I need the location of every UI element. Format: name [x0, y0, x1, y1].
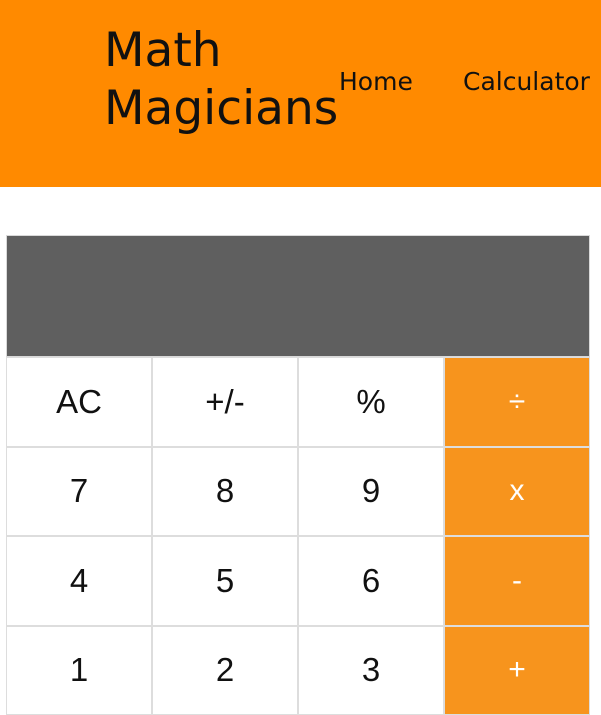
key-add[interactable]: +: [444, 625, 590, 715]
key-8[interactable]: 8: [152, 446, 298, 536]
key-9[interactable]: 9: [298, 446, 444, 536]
nav-link-home[interactable]: Home: [339, 67, 413, 96]
key-1[interactable]: 1: [6, 625, 152, 715]
key-percent[interactable]: %: [298, 357, 444, 447]
site-header: Math Magicians Home Calculator: [0, 0, 601, 187]
key-3[interactable]: 3: [298, 625, 444, 715]
site-title: Math Magicians: [104, 23, 339, 136]
key-7[interactable]: 7: [6, 446, 152, 536]
main-nav: Home Calculator: [0, 66, 601, 98]
calculator: AC +/- % ÷ 7 8 9 x 4 5 6 - 1 2 3 +: [6, 235, 590, 715]
nav-link-calculator[interactable]: Calculator: [463, 67, 590, 96]
key-toggle-sign[interactable]: +/-: [152, 357, 298, 447]
key-divide[interactable]: ÷: [444, 357, 590, 447]
calculator-display: [6, 235, 590, 357]
key-5[interactable]: 5: [152, 536, 298, 626]
key-4[interactable]: 4: [6, 536, 152, 626]
key-6[interactable]: 6: [298, 536, 444, 626]
key-subtract[interactable]: -: [444, 536, 590, 626]
calculator-keypad: AC +/- % ÷ 7 8 9 x 4 5 6 - 1 2 3 +: [6, 357, 590, 715]
key-2[interactable]: 2: [152, 625, 298, 715]
key-clear[interactable]: AC: [6, 357, 152, 447]
key-multiply[interactable]: x: [444, 446, 590, 536]
